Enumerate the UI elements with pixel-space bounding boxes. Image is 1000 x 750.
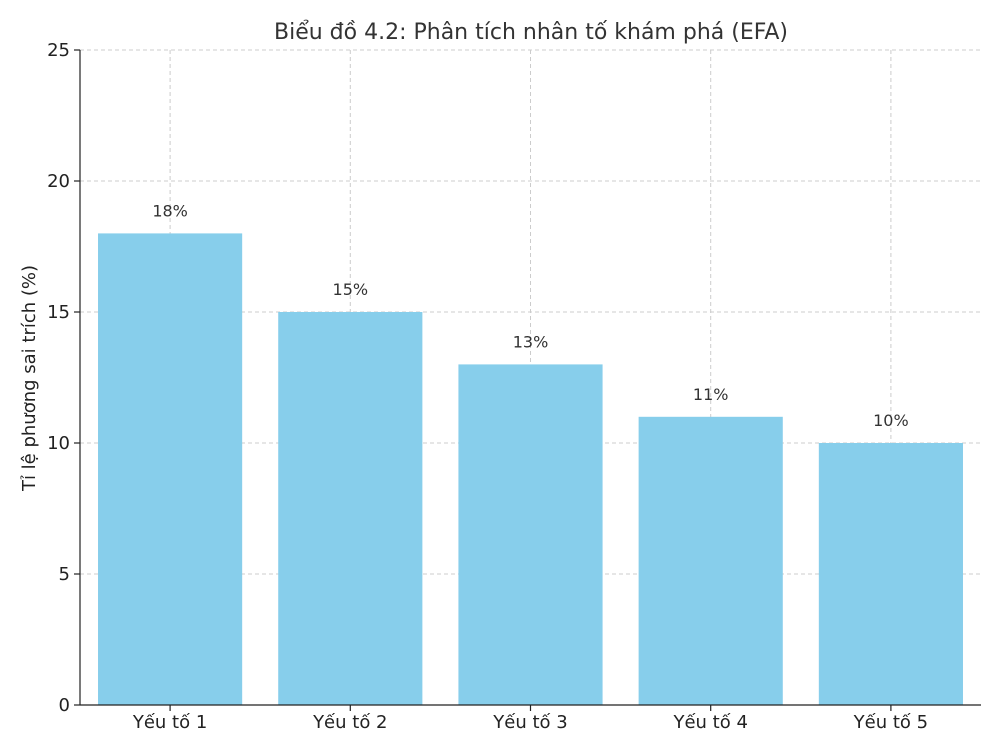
axis-layer	[74, 49, 981, 711]
x-tick-label: Yếu tố 5	[853, 712, 928, 733]
bar-value-label: 11%	[693, 385, 729, 404]
bar	[818, 443, 963, 705]
bar-value-label: 13%	[513, 332, 549, 351]
y-axis-label: Tỉ lệ phương sai trích (%)	[19, 265, 40, 492]
y-tick-label: 20	[47, 171, 70, 192]
y-tick-label: 15	[47, 302, 70, 323]
y-tick-label: 0	[59, 695, 70, 716]
label-layer: 0 5 10 15 20 25 Yếu tố 1 18% Yếu tố 2 15% Yếu tố 3…	[47, 40, 928, 733]
chart-title: Biểu đồ 4.2: Phân tích nhân tố khám phá …	[274, 20, 788, 45]
bar-layer	[98, 233, 963, 705]
bar	[458, 364, 603, 705]
y-tick-label: 10	[47, 433, 70, 454]
bar	[98, 233, 243, 705]
x-tick-label: Yếu tố 4	[672, 712, 747, 733]
bar-value-label: 10%	[873, 411, 909, 430]
x-tick-label: Yếu tố 1	[132, 712, 207, 733]
bar	[278, 312, 423, 705]
x-tick-label: Yếu tố 2	[312, 712, 387, 733]
bar	[638, 416, 783, 705]
y-tick-label: 25	[47, 40, 70, 61]
bar-value-label: 15%	[333, 280, 369, 299]
y-tick-label: 5	[59, 564, 70, 585]
bar-value-label: 18%	[152, 201, 188, 220]
x-tick-label: Yếu tố 3	[492, 712, 567, 733]
